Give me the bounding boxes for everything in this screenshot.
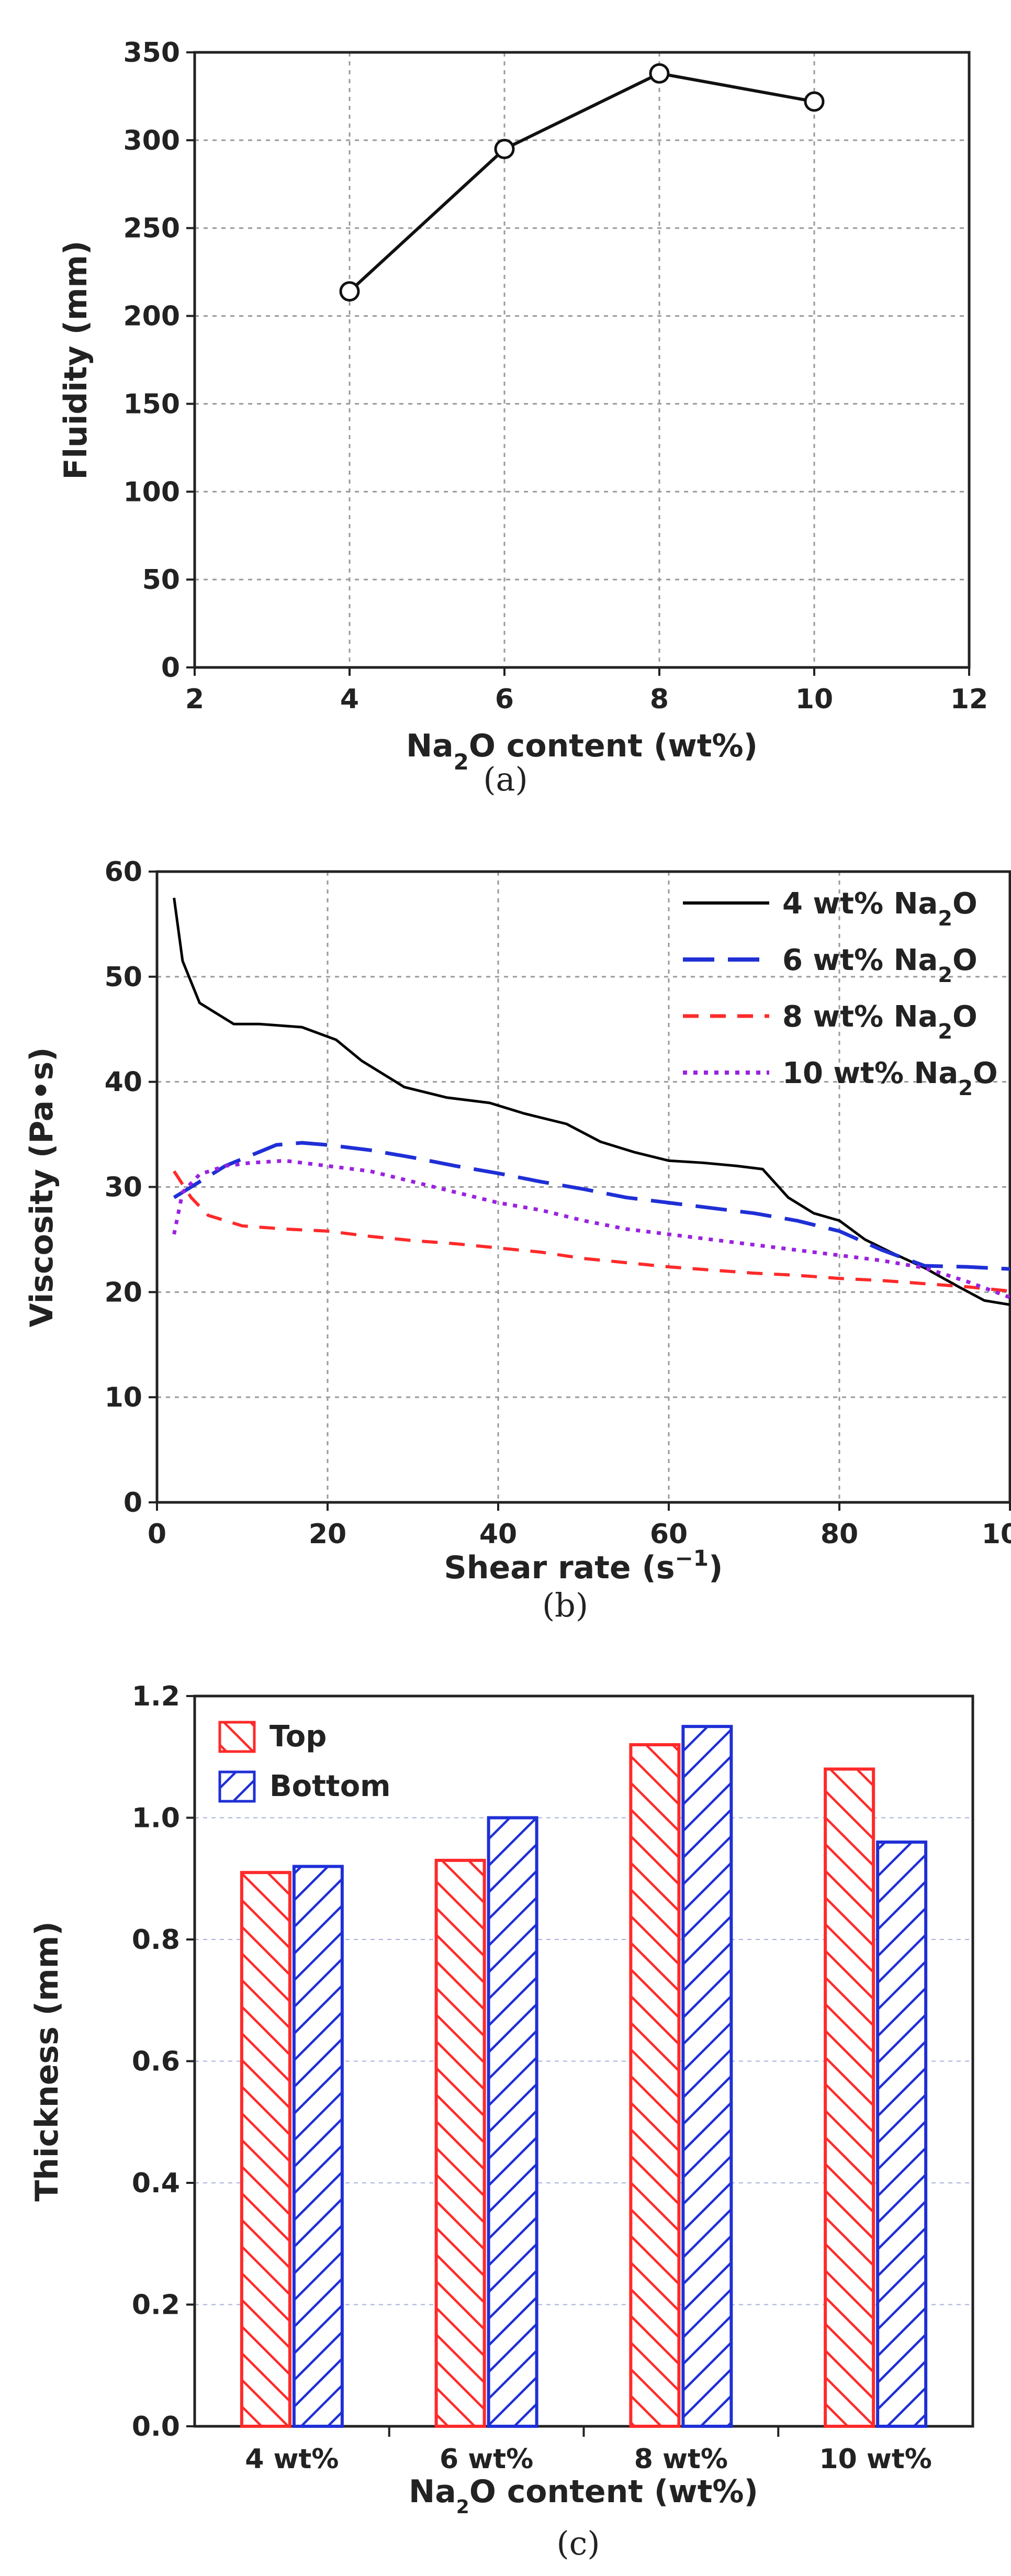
panel-caption: (c) <box>556 2524 600 2562</box>
x-tick-label: 2 <box>185 684 204 715</box>
thickness-bar <box>876 1841 928 2428</box>
legend-label: 6 wt% Na2O <box>782 943 978 987</box>
y-tick-label: 60 <box>105 856 142 888</box>
legend-swatch <box>218 1770 256 1803</box>
y-tick-label: 350 <box>123 37 180 69</box>
data-point <box>649 63 670 84</box>
legend-label: Top <box>269 1720 327 1754</box>
y-tick-label: 0.6 <box>132 2046 180 2078</box>
y-tick-label: 0.8 <box>132 1924 180 1956</box>
x-tick-label: 100 <box>982 1519 1011 1550</box>
y-axis-label: Viscosity (Pa•s) <box>24 1047 60 1327</box>
y-tick-label: 30 <box>105 1172 142 1203</box>
viscosity-chart: 0 10 20 30 40 50 60 0 20 40 60 80 100 4 wt% Na2O 6 w… <box>24 856 1011 1624</box>
legend-label: 4 wt% Na2O <box>782 887 978 931</box>
panel-caption: (b) <box>542 1586 588 1624</box>
legend-label: 8 wt% Na2O <box>782 1000 978 1044</box>
x-tick-label: 12 <box>950 684 988 715</box>
thickness-chart: 0.0 0.2 0.4 0.6 0.8 1.0 1.2 4 wt% 6 wt% 8 wt% 10 … <box>29 1681 974 2562</box>
x-tick-label: 10 <box>795 684 833 715</box>
x-tick-label: 60 <box>650 1519 688 1550</box>
y-axis-label: Fluidity (mm) <box>58 241 94 480</box>
fluidity-line <box>348 72 815 293</box>
x-axis-label: Shear rate (s−1) <box>444 1545 723 1587</box>
y-tick-label: 20 <box>105 1277 142 1308</box>
y-tick-label: 0.4 <box>132 2168 180 2199</box>
y-tick-label: 200 <box>123 301 180 332</box>
thickness-bar <box>824 1767 875 2428</box>
x-tick-label: 10 wt% <box>819 2444 931 2475</box>
x-tick-label: 6 <box>495 684 514 715</box>
x-tick-label: 80 <box>821 1519 858 1550</box>
y-tick-label: 150 <box>123 388 180 420</box>
panel-caption: (a) <box>483 760 527 798</box>
thickness-bar <box>434 1858 486 2428</box>
data-point <box>339 281 360 302</box>
y-tick-label: 10 <box>105 1382 142 1413</box>
x-tick-label: 0 <box>148 1519 166 1550</box>
y-tick-label: 50 <box>105 962 142 993</box>
fluidity-chart: 0 50 100 150 200 250 300 350 2 4 6 8 10 12 Fluidity … <box>58 37 988 798</box>
x-tick-label: 6 wt% <box>440 2444 533 2475</box>
plot-frame <box>193 51 971 669</box>
viscosity-series-line <box>173 1141 1010 1271</box>
data-point <box>494 139 515 160</box>
y-tick-label: 0.2 <box>132 2290 180 2321</box>
y-tick-label: 50 <box>142 564 180 596</box>
thickness-bar <box>629 1743 681 2428</box>
y-tick-label: 40 <box>105 1067 142 1098</box>
y-tick-label: 1.0 <box>132 1803 180 1834</box>
y-tick-label: 1.2 <box>132 1681 180 1712</box>
x-tick-label: 4 wt% <box>245 2444 339 2475</box>
x-tick-label: 8 wt% <box>634 2444 728 2475</box>
y-tick-label: 0 <box>123 1487 142 1519</box>
legend-label: Bottom <box>269 1769 391 1803</box>
thickness-bar <box>292 1865 344 2428</box>
legend-label: 10 wt% Na2O <box>782 1056 998 1100</box>
x-tick-label: 4 <box>340 684 359 715</box>
x-tick-label: 8 <box>650 684 669 715</box>
y-axis-label: Thickness (mm) <box>29 1921 65 2201</box>
viscosity-series-line <box>173 1170 1010 1293</box>
x-axis-label: Na2O content (wt%) <box>409 2473 758 2518</box>
y-tick-label: 0.0 <box>132 2411 180 2443</box>
legend-swatch <box>218 1721 256 1753</box>
data-point <box>804 91 825 112</box>
thickness-bar <box>487 1816 538 2428</box>
y-tick-label: 100 <box>123 476 180 508</box>
y-tick-label: 250 <box>123 213 180 244</box>
thickness-bar <box>681 1725 733 2428</box>
x-tick-label: 40 <box>479 1519 517 1550</box>
y-tick-label: 0 <box>161 652 180 684</box>
y-tick-label: 300 <box>123 125 180 157</box>
x-axis-label: Na2O content (wt%) <box>406 728 758 775</box>
x-tick-label: 20 <box>309 1519 346 1550</box>
viscosity-series-line <box>173 897 1010 1306</box>
thickness-bar <box>240 1871 291 2428</box>
